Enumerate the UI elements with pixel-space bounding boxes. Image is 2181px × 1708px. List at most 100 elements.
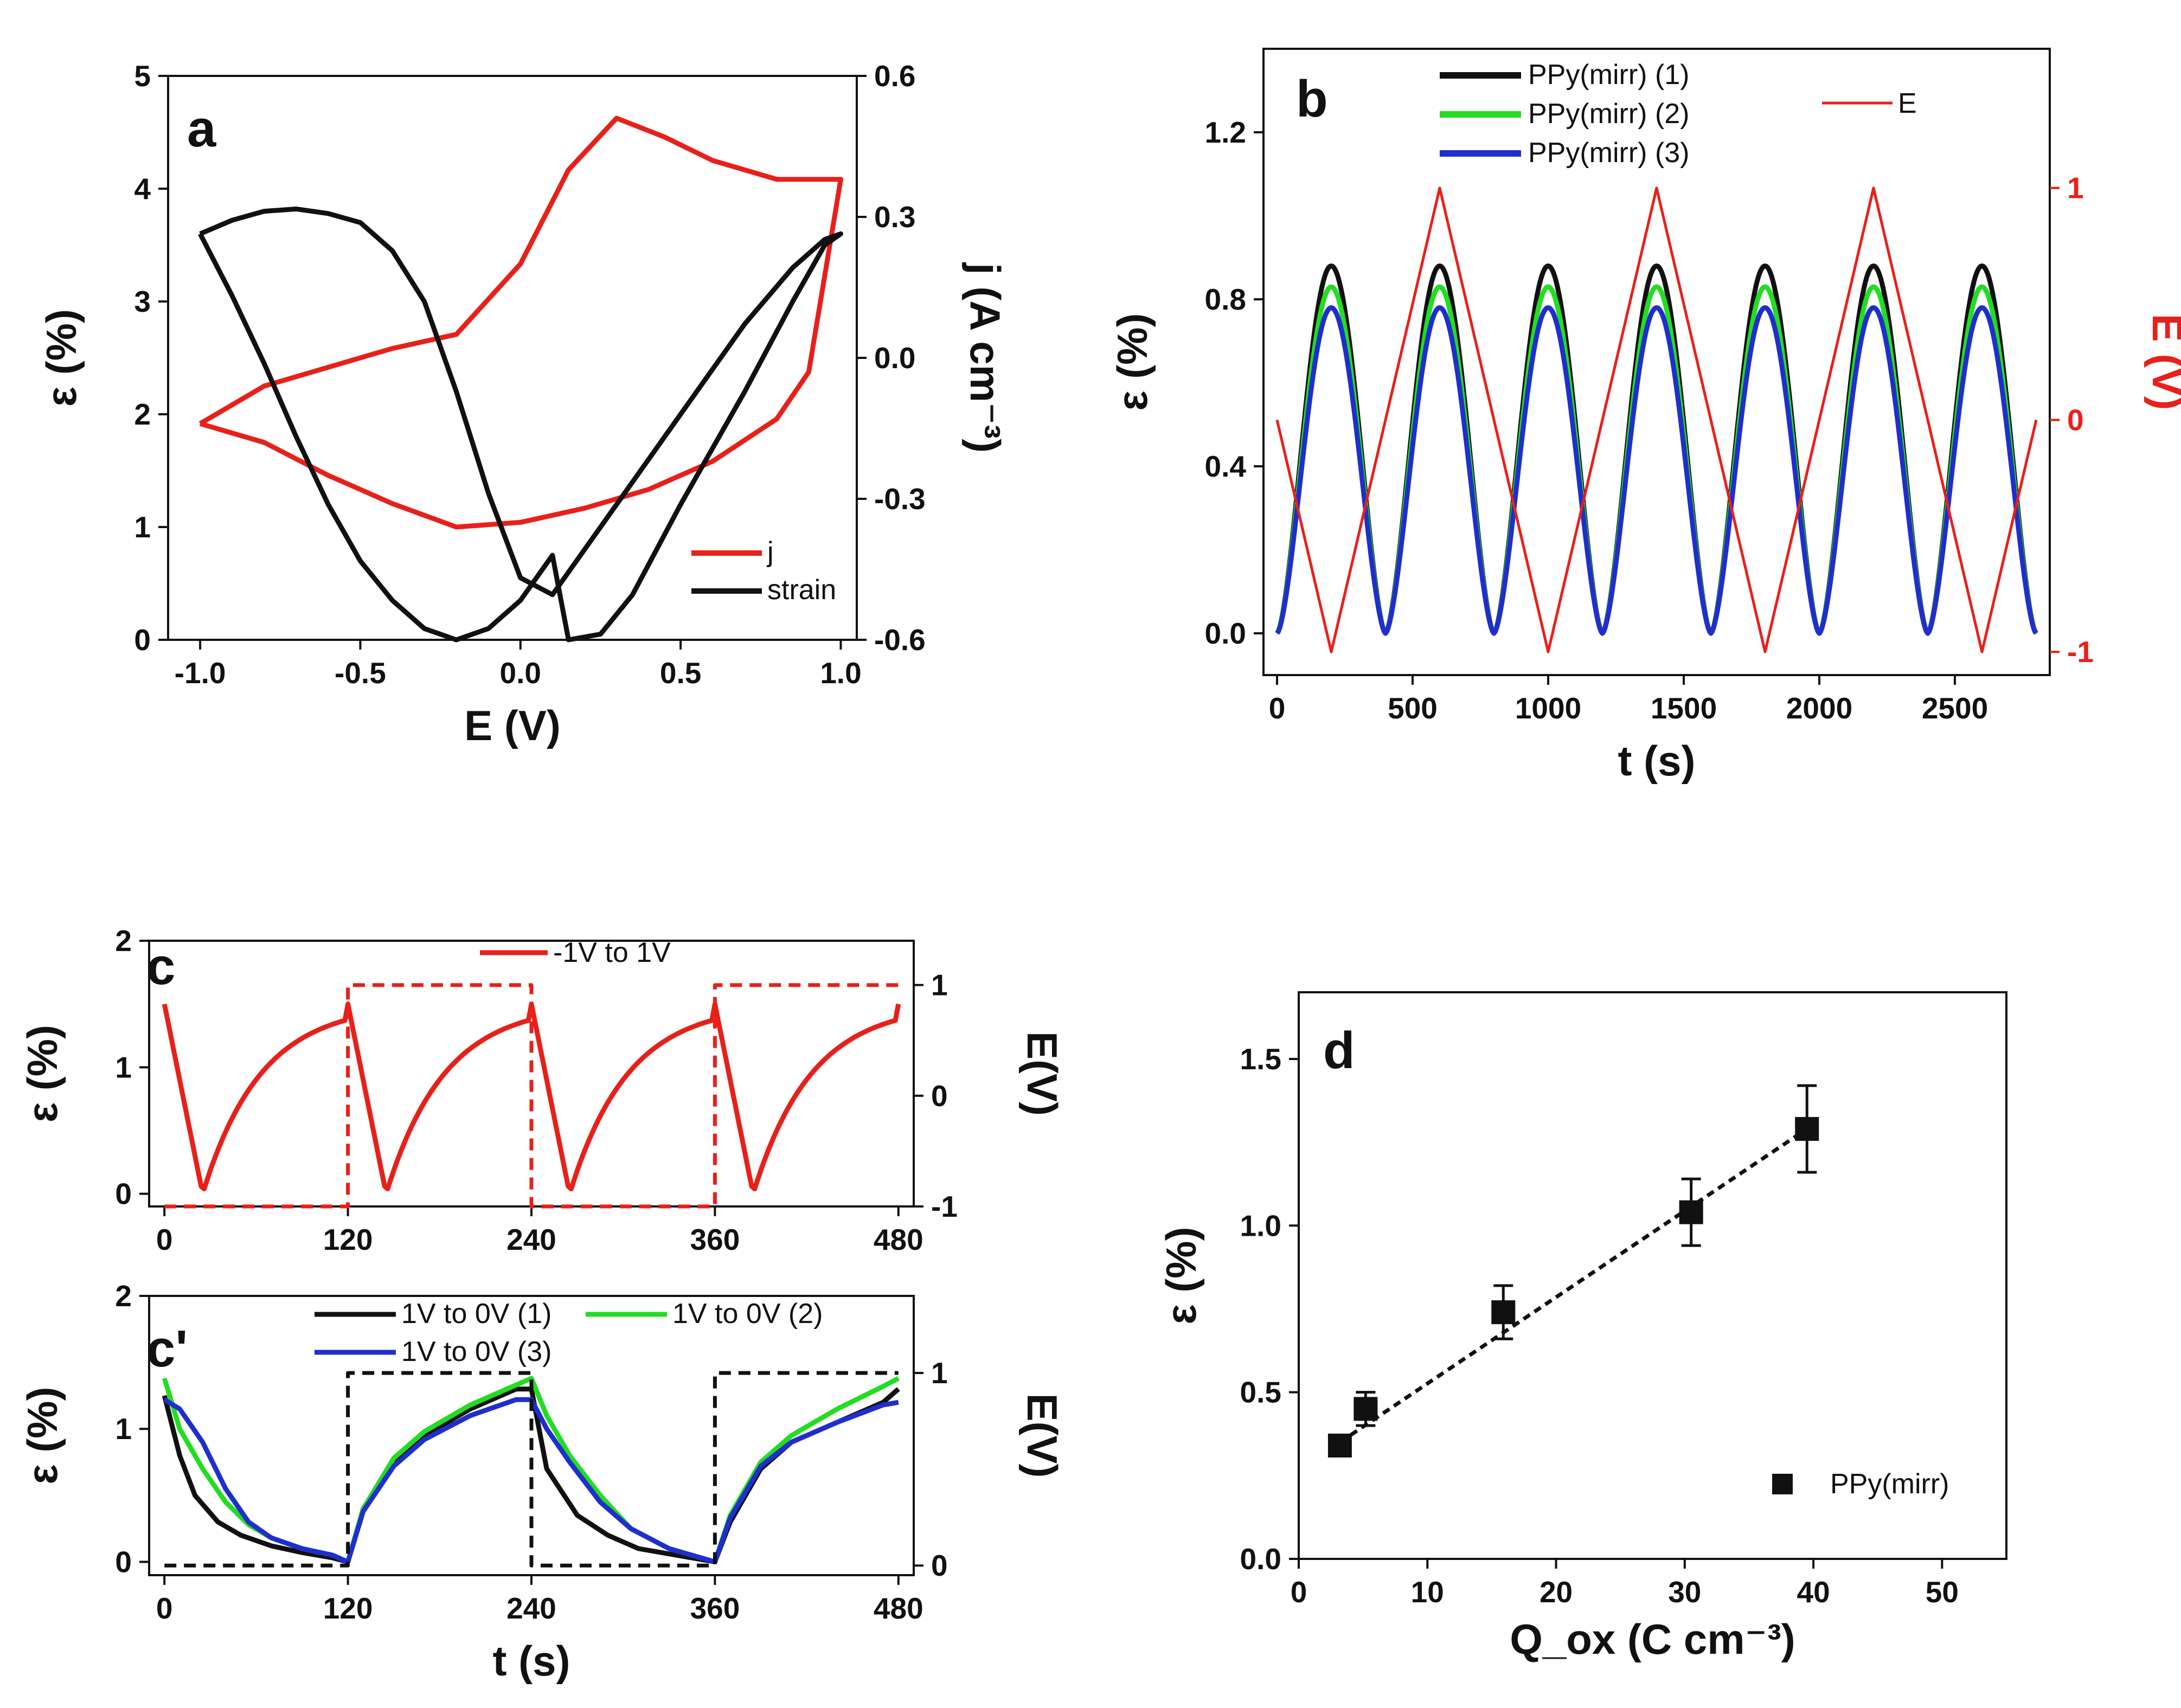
legend-label: strain — [767, 574, 836, 606]
y2-tick-label: 1 — [2067, 171, 2084, 205]
panel-label: d — [1323, 1022, 1355, 1080]
x-tick-label: 240 — [506, 1223, 556, 1256]
legend-swatch — [1772, 1474, 1793, 1494]
y-tick-label: 1 — [115, 1412, 132, 1446]
plot-frame — [1262, 48, 2051, 676]
legend-label: PPy(mirr) — [1830, 1468, 1949, 1500]
legend-label: j — [766, 536, 774, 568]
x-tick-label: 360 — [690, 1223, 740, 1256]
y-tick-label: 1.2 — [1205, 115, 1246, 149]
legend-label: 1V to 0V (2) — [672, 1298, 823, 1330]
y2-tick-label: 0 — [931, 1549, 948, 1582]
panel-label: b — [1296, 70, 1328, 128]
y-tick-label: 0.0 — [1240, 1542, 1281, 1576]
x-tick-label: 40 — [1797, 1575, 1830, 1609]
series-line — [1338, 1127, 1808, 1444]
legend-label: PPy(mirr) (1) — [1528, 59, 1690, 91]
y-tick-label: 2 — [115, 924, 132, 958]
x-tick-label: 120 — [323, 1591, 373, 1625]
x-tick-label: 120 — [323, 1223, 373, 1256]
y-tick-label: 5 — [134, 59, 151, 93]
x-tick-label: 30 — [1668, 1575, 1701, 1609]
x-tick-label: 0 — [156, 1223, 173, 1256]
legend-label: PPy(mirr) (2) — [1528, 98, 1690, 130]
series-line — [1275, 187, 2038, 653]
y-tick-label: 0 — [115, 1177, 132, 1211]
x-tick-label: 0.5 — [660, 656, 701, 690]
x-tick-label: -0.5 — [335, 656, 386, 690]
x-tick-label: -1.0 — [175, 656, 226, 690]
y2-tick-label: -1 — [931, 1190, 958, 1223]
legend-label: PPy(mirr) (3) — [1528, 137, 1690, 169]
y-tick-label: 0.0 — [1205, 617, 1246, 650]
y2-tick-label: 1 — [931, 968, 948, 1002]
panel-label: c — [146, 938, 175, 996]
y-tick-label: 0 — [115, 1545, 132, 1578]
y2-tick-label: -0.3 — [874, 482, 926, 516]
x-tick-label: 360 — [690, 1591, 740, 1625]
x-tick-label: 0 — [156, 1591, 173, 1625]
x-tick-label: 50 — [1926, 1575, 1959, 1609]
plot-frame — [1298, 991, 2007, 1560]
y-tick-label: 0.4 — [1205, 450, 1247, 483]
x-tick-label: 0 — [1269, 691, 1286, 725]
x-tick-label: 500 — [1388, 691, 1438, 725]
panel-label: a — [187, 100, 216, 158]
series-line — [1275, 284, 2038, 636]
y-tick-label: 2 — [134, 397, 151, 431]
y2-tick-label: 0.6 — [874, 59, 915, 93]
y2-tick-label: 0 — [931, 1079, 948, 1113]
y2-tick-label: 0 — [2067, 403, 2084, 436]
data-point — [1353, 1397, 1378, 1421]
chart-panel-a: -1.0 -0.5 0.0 0.5 1.0 0 1 2 3 4 5 -0.6 -0.3 0.0 0.3 0.6… — [37, 59, 1009, 749]
y2-axis-label: E (V) — [2144, 314, 2181, 410]
data-point — [1679, 1200, 1703, 1224]
y-tick-label: 1.5 — [1240, 1042, 1281, 1076]
x-tick-label: 2000 — [1786, 691, 1852, 725]
series-line — [163, 1397, 899, 1564]
series-line — [198, 115, 843, 530]
legend-label: 1V to 0V (1) — [401, 1298, 551, 1330]
y2-tick-label: 0.0 — [874, 341, 915, 375]
series-line — [1275, 305, 2038, 636]
x-tick-label: 240 — [506, 1591, 556, 1625]
x-tick-label: 1000 — [1515, 691, 1581, 725]
y2-axis-label: E(V) — [1018, 1394, 1066, 1478]
chart-panel-d: 0 10 20 30 40 50 0.0 0.5 1.0 1.5 Q_ox (C cm⁻³) ε (%… — [1157, 991, 2007, 1663]
series-line — [1275, 263, 2038, 636]
y2-tick-label: 0.3 — [874, 200, 915, 234]
y-tick-label: 1 — [115, 1050, 132, 1084]
y2-axis-label: j (A cm⁻³) — [961, 262, 1009, 453]
x-tick-label: 20 — [1539, 1575, 1573, 1609]
data-point — [1795, 1117, 1819, 1141]
y2-tick-label: -0.6 — [874, 623, 926, 657]
x-tick-label: 480 — [874, 1591, 923, 1625]
y-tick-label: 1 — [134, 510, 151, 544]
y-tick-label: 0.8 — [1205, 282, 1246, 316]
y-tick-label: 1.0 — [1240, 1209, 1281, 1242]
y-tick-label: 3 — [134, 285, 151, 318]
x-tick-label: 0.0 — [500, 656, 541, 690]
x-tick-label: 10 — [1411, 1575, 1444, 1609]
series-line — [198, 206, 843, 643]
y-axis-label: ε (%) — [1157, 1227, 1205, 1325]
x-axis-label: E (V) — [464, 702, 561, 749]
legend-label: E — [1898, 88, 1917, 119]
y-tick-label: 4 — [134, 172, 151, 206]
x-tick-label: 0 — [1291, 1575, 1307, 1609]
y-axis-label: ε (%) — [37, 309, 85, 407]
y-tick-label: 0 — [134, 623, 151, 657]
x-axis-label: t (s) — [493, 1637, 570, 1685]
data-point — [1491, 1300, 1516, 1325]
x-tick-label: 1500 — [1651, 691, 1717, 725]
y-tick-label: 2 — [115, 1279, 132, 1313]
chart-panel-c: 0 120 240 360 480 0 1 2 -1 0 1 ε (%) E(V) c -1V to 1V — [18, 924, 1066, 1256]
legend-label: -1V to 1V — [553, 937, 671, 968]
y-tick-label: 0.5 — [1240, 1376, 1281, 1409]
y-axis-label: ε (%) — [18, 1387, 66, 1485]
series-line — [164, 1371, 899, 1568]
y-axis-label: ε (%) — [18, 1025, 66, 1122]
x-tick-label: 1.0 — [820, 656, 861, 690]
